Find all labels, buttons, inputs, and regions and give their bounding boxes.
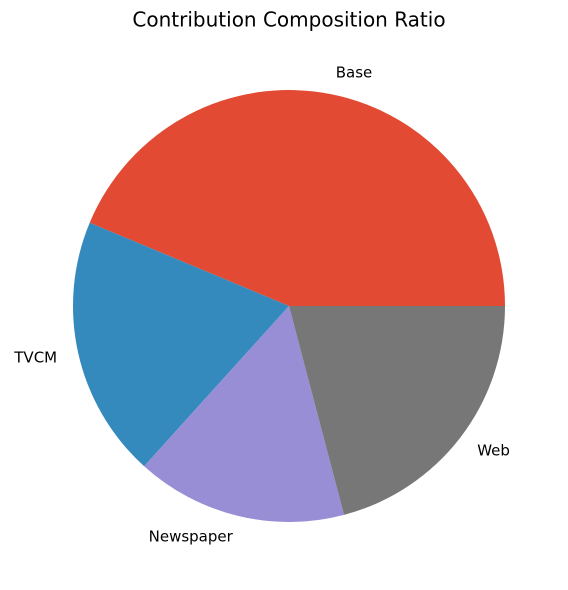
slice-label: Newspaper	[149, 527, 234, 545]
pie-slice	[289, 306, 505, 515]
pie-slice	[89, 90, 505, 306]
slice-label: Web	[477, 442, 510, 460]
pie-slice	[72, 222, 289, 467]
slice-label: Base	[336, 64, 373, 82]
slice-label: TVCM	[13, 348, 57, 366]
chart-title: Contribution Composition Ratio	[132, 8, 445, 32]
pie-slice	[144, 306, 345, 522]
